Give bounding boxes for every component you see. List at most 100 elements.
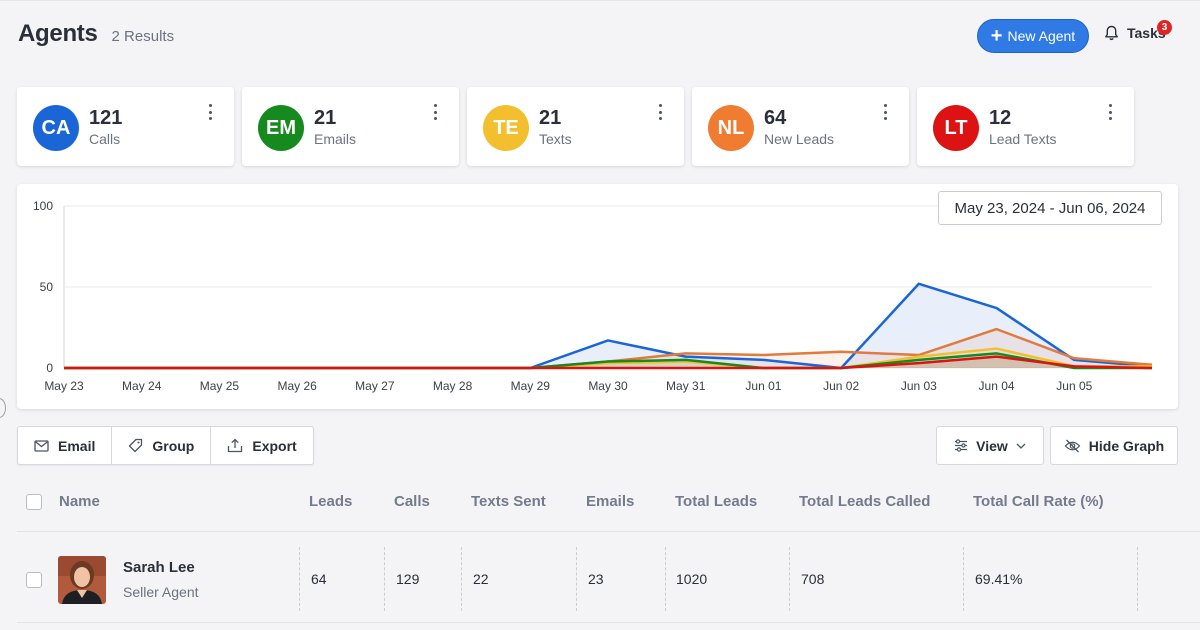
x-tick-label: May 24 bbox=[122, 379, 162, 393]
more-menu-icon[interactable] bbox=[428, 104, 442, 120]
cell-total-leads: 1020 bbox=[676, 571, 708, 587]
stat-value: 21 bbox=[314, 107, 337, 129]
stat-card-emails[interactable]: EM 21 Emails bbox=[242, 87, 459, 166]
column-header-name[interactable]: Name bbox=[59, 493, 100, 510]
stat-avatar: CA bbox=[33, 105, 79, 151]
column-divider bbox=[665, 547, 666, 611]
results-count: 2 Results bbox=[111, 28, 175, 45]
x-tick-label: May 23 bbox=[44, 379, 84, 393]
view-label: View bbox=[976, 437, 1008, 454]
y-tick-label: 50 bbox=[40, 280, 54, 294]
x-tick-label: May 31 bbox=[666, 379, 706, 393]
cell-total-leads-called: 708 bbox=[801, 571, 825, 587]
top-divider bbox=[0, 0, 1200, 1]
column-divider bbox=[1137, 547, 1138, 611]
stat-label: New Leads bbox=[764, 131, 835, 147]
stat-avatar: NL bbox=[708, 105, 754, 151]
y-tick-label: 0 bbox=[46, 361, 53, 375]
email-label: Email bbox=[58, 437, 96, 454]
table-header: Name Leads Calls Texts Sent Emails Total… bbox=[17, 478, 1200, 532]
hide-graph-label: Hide Graph bbox=[1088, 437, 1165, 454]
export-button[interactable]: Export bbox=[211, 427, 312, 464]
group-label: Group bbox=[152, 437, 195, 454]
cell-call-rate: 69.41% bbox=[975, 571, 1023, 587]
cell-emails: 23 bbox=[588, 571, 604, 587]
table-row[interactable]: Sarah Lee Seller Agent 64 129 22 23 1020… bbox=[17, 533, 1200, 623]
cell-calls: 129 bbox=[396, 571, 420, 587]
column-header-leads[interactable]: Leads bbox=[309, 493, 353, 510]
page-header: Agents 2 Results bbox=[18, 20, 174, 48]
bell-icon bbox=[1105, 25, 1118, 41]
x-tick-label: May 26 bbox=[277, 379, 317, 393]
stat-card-new-leads[interactable]: NL 64 New Leads bbox=[692, 87, 909, 166]
x-tick-label: Jun 03 bbox=[901, 379, 937, 393]
stat-card-calls[interactable]: CA 121 Calls bbox=[17, 87, 234, 166]
x-tick-label: May 29 bbox=[511, 379, 551, 393]
column-header-total-call-rate[interactable]: Total Call Rate (%) bbox=[973, 493, 1104, 510]
bulk-actions: Email Group Export bbox=[17, 426, 314, 465]
x-tick-label: Jun 05 bbox=[1056, 379, 1092, 393]
agent-name[interactable]: Sarah Lee bbox=[123, 559, 195, 576]
column-header-total-leads-called[interactable]: Total Leads Called bbox=[799, 493, 931, 510]
chevron-down-icon bbox=[1016, 443, 1026, 449]
column-header-texts-sent[interactable]: Texts Sent bbox=[471, 493, 546, 510]
x-tick-label: Jun 02 bbox=[823, 379, 859, 393]
more-menu-icon[interactable] bbox=[878, 104, 892, 120]
date-range-picker[interactable]: May 23, 2024 - Jun 06, 2024 bbox=[938, 191, 1162, 225]
column-header-emails[interactable]: Emails bbox=[586, 493, 635, 510]
column-divider bbox=[299, 547, 300, 611]
stat-card-texts[interactable]: TE 21 Texts bbox=[467, 87, 684, 166]
hide-graph-button[interactable]: Hide Graph bbox=[1050, 426, 1178, 465]
stat-value: 64 bbox=[764, 107, 787, 129]
x-tick-label: Jun 01 bbox=[745, 379, 781, 393]
stat-avatar: LT bbox=[933, 105, 979, 151]
side-handle[interactable] bbox=[0, 398, 6, 418]
column-divider bbox=[461, 547, 462, 611]
select-all-checkbox[interactable] bbox=[26, 494, 42, 510]
series-area-calls bbox=[64, 283, 1152, 368]
tag-icon bbox=[129, 438, 143, 453]
stat-value: 12 bbox=[989, 107, 1012, 129]
tasks-button[interactable]: Tasks bbox=[1104, 25, 1166, 41]
stat-value: 121 bbox=[89, 107, 123, 129]
new-agent-button[interactable]: + New Agent bbox=[977, 19, 1089, 53]
more-menu-icon[interactable] bbox=[1103, 104, 1117, 120]
column-header-total-leads[interactable]: Total Leads bbox=[675, 493, 758, 510]
y-tick-label: 100 bbox=[33, 199, 53, 213]
envelope-icon bbox=[34, 439, 49, 452]
cell-leads: 64 bbox=[311, 571, 327, 587]
tasks-badge: 3 bbox=[1157, 20, 1172, 35]
more-menu-icon[interactable] bbox=[653, 104, 667, 120]
plus-icon: + bbox=[990, 25, 1003, 47]
view-dropdown[interactable]: View bbox=[936, 426, 1044, 465]
stat-avatar: EM bbox=[258, 105, 304, 151]
column-header-calls[interactable]: Calls bbox=[394, 493, 430, 510]
column-divider bbox=[384, 547, 385, 611]
chart-svg: 0 50 100 May 23 May 24 May 25 May 26 May 27 May … bbox=[33, 199, 1153, 393]
stat-label: Lead Texts bbox=[989, 131, 1057, 147]
avatar bbox=[58, 556, 106, 604]
series-line-lead_texts bbox=[64, 355, 1153, 370]
stat-value: 21 bbox=[539, 107, 562, 129]
more-menu-icon[interactable] bbox=[203, 104, 217, 120]
export-label: Export bbox=[252, 437, 297, 454]
x-tick-label: May 28 bbox=[433, 379, 473, 393]
eye-off-icon bbox=[1064, 439, 1081, 452]
stat-label: Calls bbox=[89, 131, 121, 147]
column-divider bbox=[789, 547, 790, 611]
x-tick-label: Jun 04 bbox=[979, 379, 1015, 393]
tasks-label: Tasks bbox=[1127, 25, 1166, 41]
x-tick-label: May 30 bbox=[588, 379, 628, 393]
activity-chart: 0 50 100 May 23 May 24 May 25 May 26 May 27 May … bbox=[17, 184, 1178, 409]
stat-avatar: TE bbox=[483, 105, 529, 151]
export-icon bbox=[228, 438, 243, 453]
email-button[interactable]: Email bbox=[18, 427, 113, 464]
stat-card-lead-texts[interactable]: LT 12 Lead Texts bbox=[917, 87, 1134, 166]
row-checkbox[interactable] bbox=[26, 572, 42, 588]
page-title: Agents bbox=[18, 20, 98, 47]
series-area-new_leads bbox=[64, 329, 1152, 368]
cell-texts-sent: 22 bbox=[473, 571, 489, 587]
group-button[interactable]: Group bbox=[112, 427, 212, 464]
stat-label: Texts bbox=[539, 131, 572, 147]
sliders-icon bbox=[955, 439, 968, 452]
